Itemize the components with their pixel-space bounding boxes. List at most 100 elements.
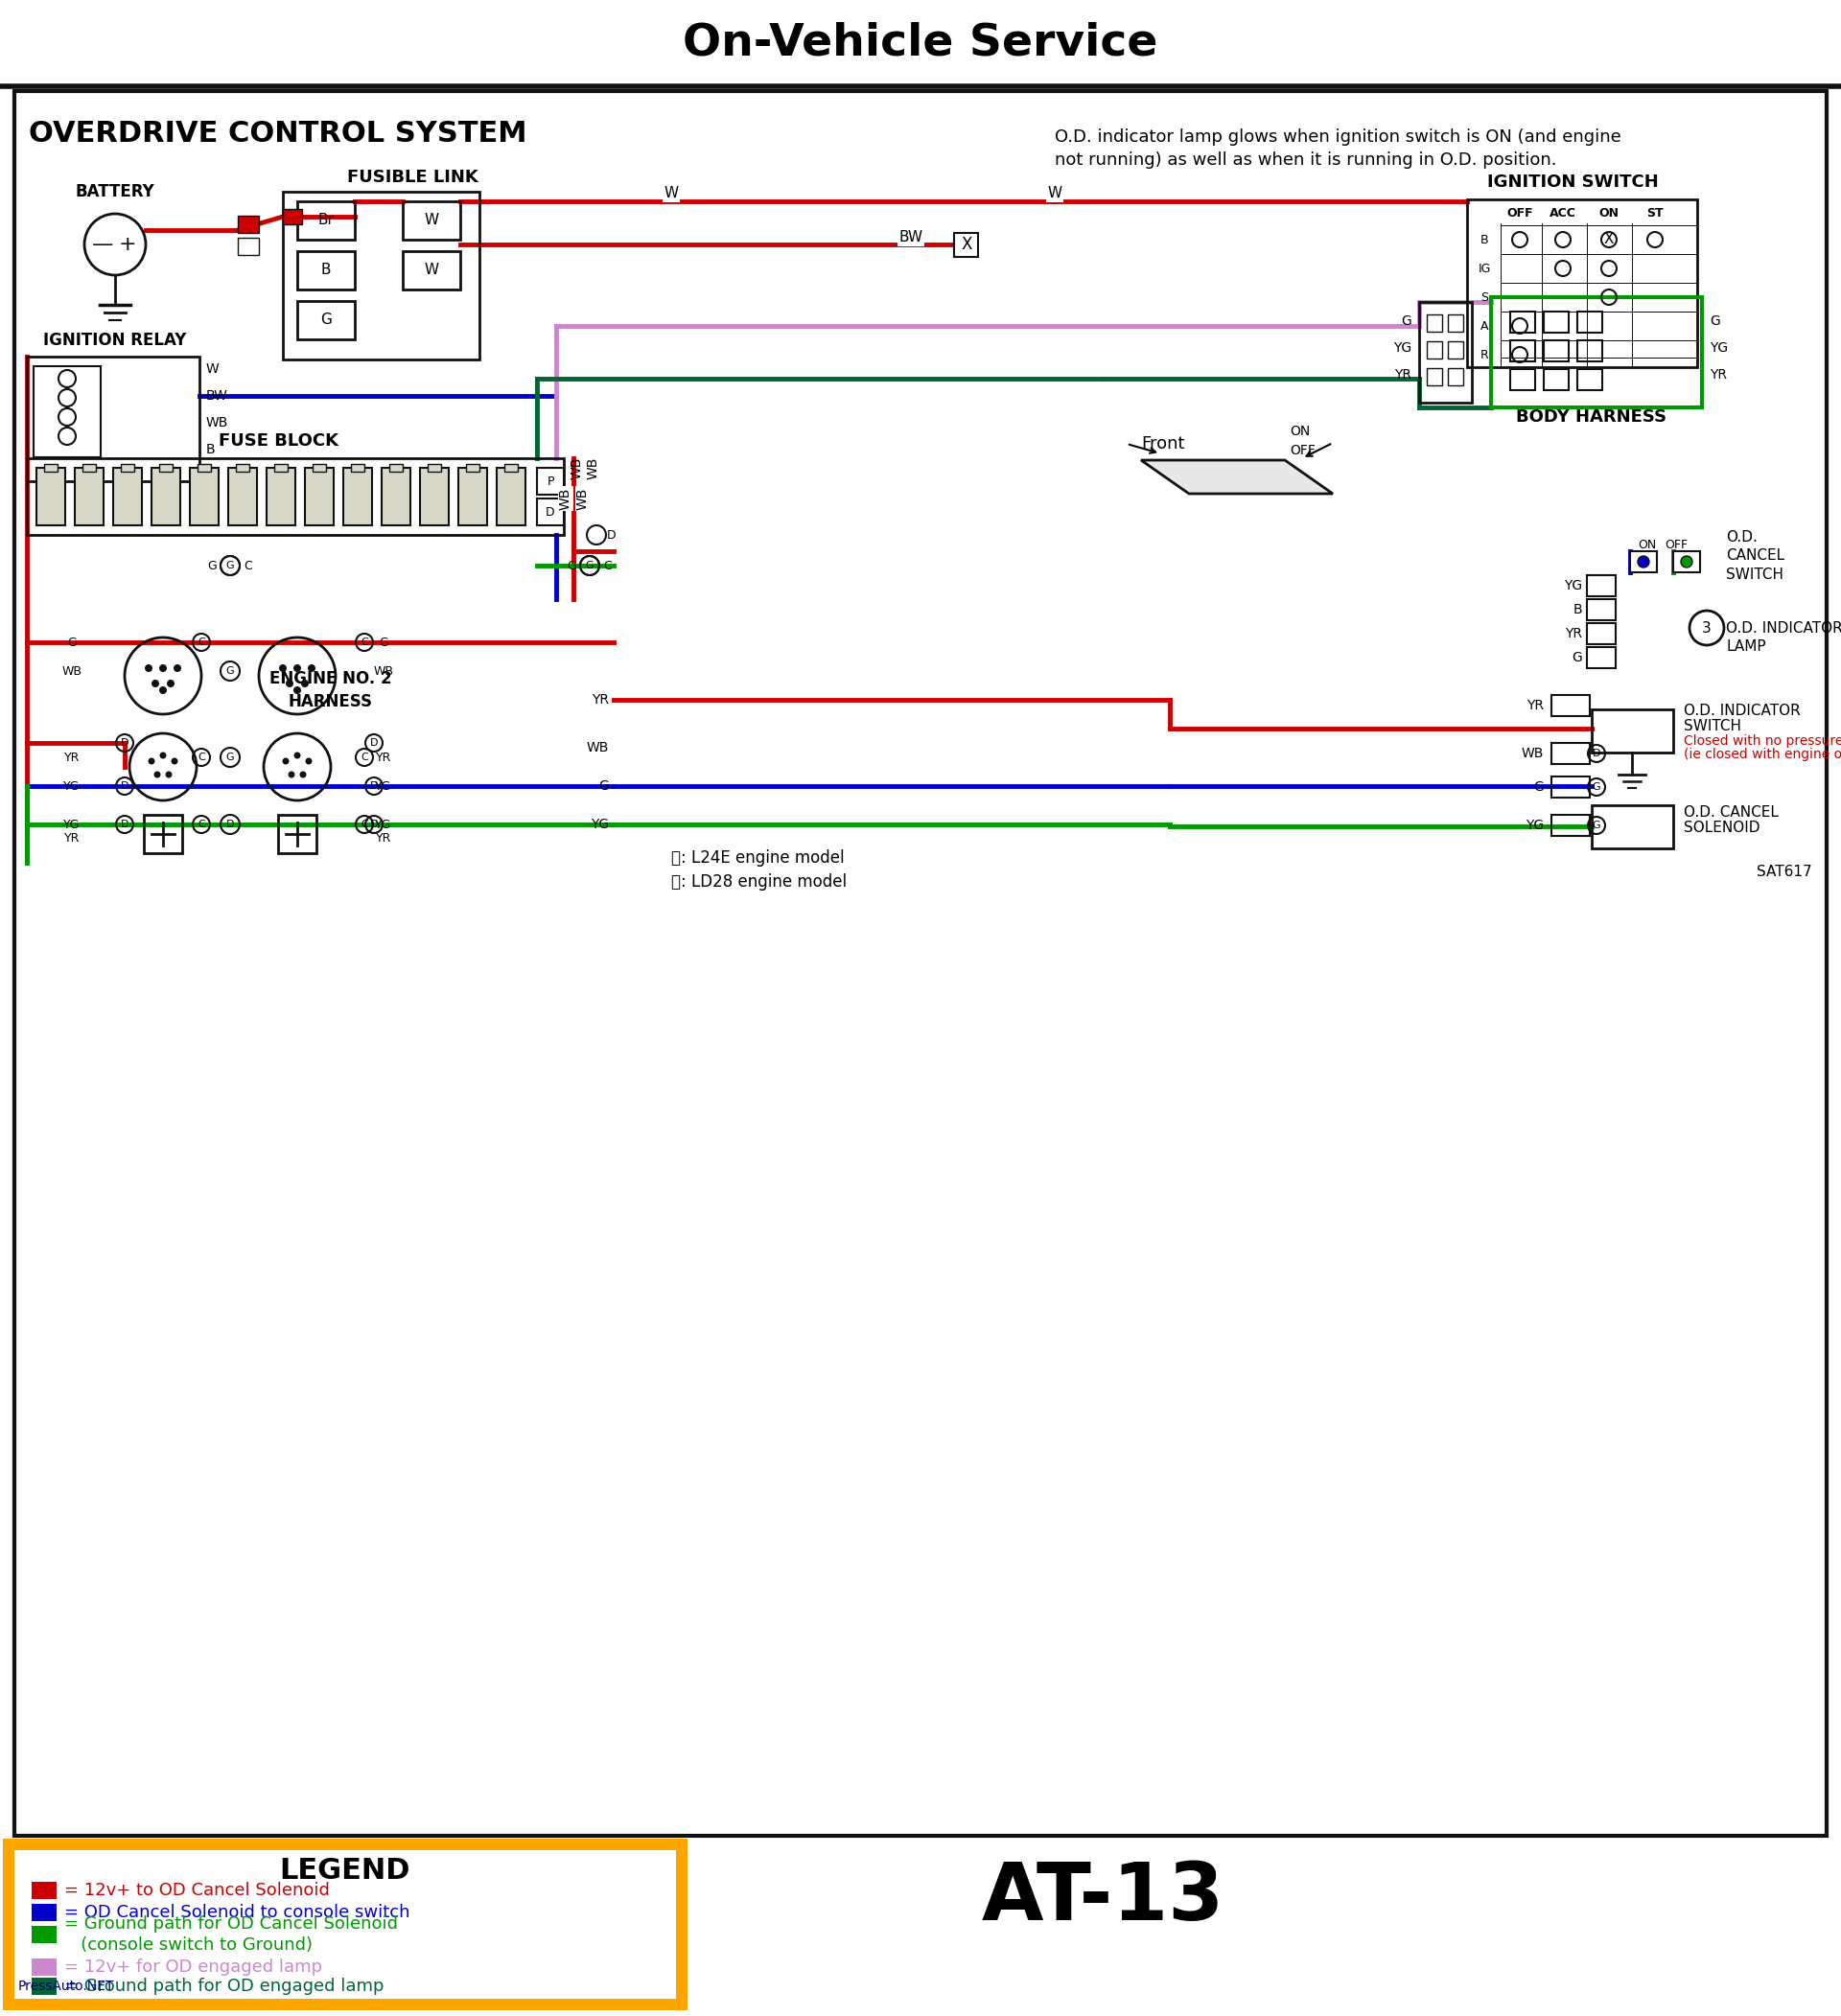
- Bar: [112, 468, 142, 526]
- Bar: [144, 814, 182, 853]
- Bar: [228, 468, 258, 526]
- Text: G: G: [226, 560, 234, 571]
- Bar: [284, 210, 302, 224]
- Text: IGNITION SWITCH: IGNITION SWITCH: [1488, 173, 1659, 192]
- Bar: [28, 357, 199, 482]
- Text: C: C: [604, 558, 611, 573]
- Text: G: G: [226, 665, 234, 675]
- Text: WB: WB: [374, 665, 394, 677]
- Text: C: C: [361, 637, 368, 647]
- Text: C: C: [197, 821, 204, 829]
- Bar: [388, 464, 403, 472]
- Bar: [296, 300, 355, 339]
- Bar: [274, 464, 287, 472]
- Text: C: C: [361, 821, 368, 829]
- Text: WB: WB: [1521, 746, 1545, 760]
- Bar: [403, 252, 460, 290]
- Text: Ⓓ: LD28 engine model: Ⓓ: LD28 engine model: [672, 873, 847, 891]
- Text: G: G: [1401, 314, 1412, 329]
- Bar: [158, 464, 173, 472]
- Bar: [1587, 647, 1616, 667]
- Text: IG: IG: [1478, 262, 1491, 274]
- Bar: [1447, 341, 1464, 359]
- Polygon shape: [1141, 460, 1333, 494]
- Text: Ⓡ: L24E engine model: Ⓡ: L24E engine model: [672, 849, 845, 867]
- Circle shape: [289, 772, 295, 778]
- Text: O.D. INDICATOR
LAMP: O.D. INDICATOR LAMP: [1727, 621, 1841, 653]
- Bar: [1552, 814, 1591, 837]
- Text: B: B: [206, 444, 215, 456]
- Text: WB: WB: [571, 456, 584, 480]
- Bar: [1545, 369, 1569, 391]
- Bar: [1447, 369, 1464, 385]
- Text: YG: YG: [64, 780, 81, 792]
- Bar: [1578, 369, 1602, 391]
- Bar: [1552, 744, 1591, 764]
- Bar: [237, 216, 260, 234]
- Text: W: W: [423, 264, 438, 278]
- Text: ON: ON: [1638, 538, 1657, 550]
- Text: = Ground path for OD Cancel Solenoid
   (console switch to Ground): = Ground path for OD Cancel Solenoid (co…: [64, 1915, 398, 1954]
- Text: YG: YG: [376, 780, 392, 792]
- Text: G: G: [1572, 651, 1581, 665]
- Text: G: G: [598, 780, 609, 792]
- Text: FUSIBLE LINK: FUSIBLE LINK: [346, 169, 479, 185]
- Text: YG: YG: [591, 818, 609, 831]
- Text: D: D: [120, 821, 129, 829]
- Text: A: A: [1480, 321, 1488, 333]
- Text: D: D: [370, 821, 377, 829]
- Bar: [31, 1978, 57, 1996]
- Circle shape: [171, 758, 179, 764]
- Text: YG: YG: [64, 818, 81, 831]
- Text: B: B: [1572, 603, 1581, 617]
- Text: YR: YR: [64, 833, 79, 845]
- Text: D: D: [120, 782, 129, 790]
- Bar: [1545, 312, 1569, 333]
- Bar: [420, 468, 449, 526]
- Text: YG: YG: [1526, 818, 1545, 833]
- Text: = 12v+ to OD Cancel Solenoid: = 12v+ to OD Cancel Solenoid: [64, 1881, 330, 1899]
- Text: 3: 3: [1703, 621, 1712, 635]
- Text: WB: WB: [587, 742, 609, 754]
- Bar: [1578, 341, 1602, 361]
- Text: IGNITION RELAY: IGNITION RELAY: [44, 333, 186, 349]
- Text: G: G: [1534, 780, 1545, 794]
- Text: P: P: [547, 476, 554, 488]
- Circle shape: [155, 772, 160, 778]
- Text: BW: BW: [206, 389, 228, 403]
- Text: D: D: [608, 528, 617, 540]
- Bar: [31, 1958, 57, 1976]
- Text: YR: YR: [591, 694, 609, 706]
- Bar: [151, 468, 180, 526]
- Text: = 12v+ for OD engaged lamp: = 12v+ for OD engaged lamp: [64, 1958, 322, 1976]
- Bar: [1592, 804, 1673, 849]
- Bar: [236, 464, 249, 472]
- Bar: [1673, 550, 1699, 573]
- Bar: [190, 468, 219, 526]
- Bar: [33, 367, 101, 458]
- Bar: [1427, 341, 1442, 359]
- Text: G: G: [226, 752, 234, 762]
- Circle shape: [306, 758, 313, 764]
- Text: AT-13: AT-13: [981, 1859, 1224, 1937]
- Text: W: W: [1048, 185, 1062, 202]
- Bar: [1510, 341, 1535, 361]
- Circle shape: [293, 665, 302, 671]
- Text: +: +: [118, 236, 136, 254]
- Text: D: D: [226, 821, 234, 829]
- Text: BODY HARNESS: BODY HARNESS: [1517, 409, 1668, 425]
- Bar: [1467, 200, 1697, 367]
- Text: G: G: [1592, 821, 1600, 831]
- Bar: [403, 202, 460, 240]
- Bar: [427, 464, 442, 472]
- Text: G: G: [1592, 782, 1600, 792]
- Text: BW: BW: [898, 230, 922, 244]
- Text: ENGINE NO. 2
HARNESS: ENGINE NO. 2 HARNESS: [269, 669, 392, 710]
- Text: YR: YR: [1710, 369, 1727, 381]
- Bar: [31, 1925, 57, 1943]
- Text: X: X: [1604, 232, 1615, 246]
- Text: On-Vehicle Service: On-Vehicle Service: [683, 22, 1158, 65]
- Circle shape: [1681, 556, 1692, 569]
- Bar: [1491, 296, 1701, 407]
- Bar: [1587, 623, 1616, 645]
